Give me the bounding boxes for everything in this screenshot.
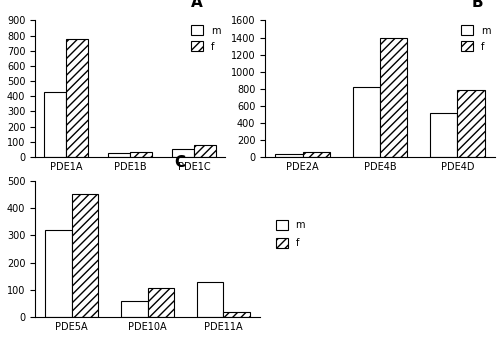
Bar [130,151,152,157]
Legend: m, f: m, f [461,25,490,52]
Bar [196,282,224,317]
Bar [148,288,174,317]
Bar [430,113,458,157]
Bar [44,92,66,157]
Text: C: C [174,155,186,170]
Bar [353,87,380,157]
Bar [121,301,148,317]
Text: A: A [191,0,202,10]
Bar [276,154,302,157]
Bar [380,38,407,157]
Bar [194,146,216,157]
Bar [66,39,88,157]
Bar [172,149,194,157]
Bar [224,312,250,317]
Bar [45,230,72,317]
Text: B: B [472,0,484,10]
Bar [302,152,330,157]
Bar [72,194,99,317]
Bar [458,90,484,157]
Legend: m, f: m, f [191,25,220,52]
Legend: m, f: m, f [276,220,305,248]
Bar [108,153,130,157]
